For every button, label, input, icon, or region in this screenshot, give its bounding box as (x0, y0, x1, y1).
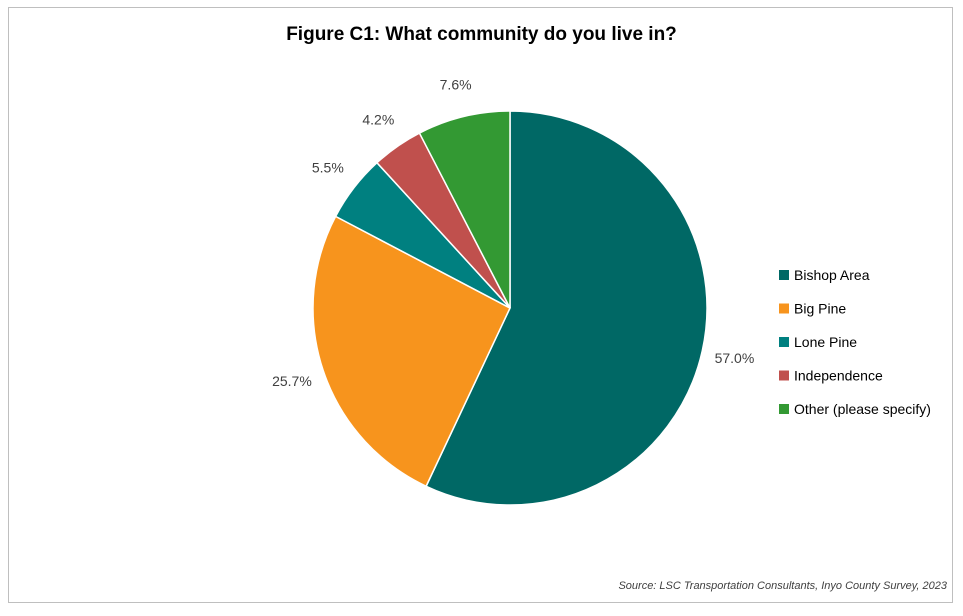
legend-label-4: Other (please specify) (794, 401, 931, 417)
source-note: Source: LSC Transportation Consultants, … (618, 580, 947, 592)
legend-swatch-4 (779, 404, 789, 414)
pie-slice-4 (418, 110, 511, 309)
legend-swatch-1 (779, 303, 789, 314)
legend-label-0: Bishop Area (794, 267, 870, 283)
chart-title: Figure C1: What community do you live in… (286, 24, 677, 45)
data-label-4: 7.6% (440, 77, 472, 93)
pie-slice-1 (312, 215, 511, 488)
data-label-1: 25.7% (272, 373, 312, 389)
legend-swatch-2 (779, 337, 789, 347)
legend-swatch-0 (779, 270, 789, 280)
data-label-3: 4.2% (362, 111, 394, 127)
legend-label-1: Big Pine (794, 301, 846, 317)
data-label-0: 57.0% (715, 350, 755, 366)
legend-swatch-3 (779, 370, 789, 381)
data-label-2: 5.5% (312, 160, 344, 176)
legend-label-2: Lone Pine (794, 334, 857, 350)
pie-slice-0 (425, 110, 708, 506)
legend-label-3: Independence (794, 368, 883, 384)
